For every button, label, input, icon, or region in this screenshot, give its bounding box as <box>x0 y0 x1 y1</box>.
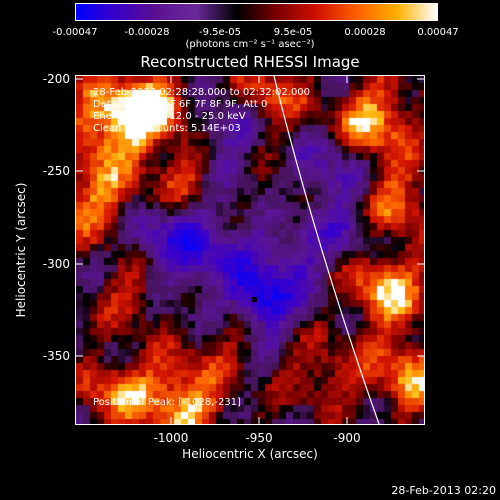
energy-range-text: Energy Range: 12.0 - 25.0 keV <box>93 111 246 122</box>
y-axis-label: Heliocentric Y (arcsec) <box>14 182 28 318</box>
colorbar-units: (photons cm⁻² s⁻¹ asec⁻²) <box>185 39 315 50</box>
peak-position-text: Position of Peak: [-1028,-231] <box>93 397 241 408</box>
colorbar-tick-label: -0.00028 <box>124 27 170 38</box>
rhessi-heatmap <box>76 76 424 424</box>
detectors-text: Detectors: 3F 5F 6F 7F 8F 9F, Att 0 <box>93 99 268 110</box>
rhessi-image-panel: 28-Feb-2013 02:28:28.000 to 02:32:02.000… <box>75 75 425 425</box>
image-title: Reconstructed RHESSI Image <box>140 53 360 71</box>
x-tick-label: -900 <box>333 431 360 445</box>
colorbar-tick-label: 0.00047 <box>417 27 459 38</box>
colorbar-tick-label: 9.5e-05 <box>273 27 313 38</box>
colorbar-gradient <box>75 3 438 21</box>
time-range-text: 28-Feb-2013 02:28:28.000 to 02:32:02.000 <box>93 87 311 98</box>
colorbar-tick-label: 0.00028 <box>344 27 386 38</box>
colorbar-ticks: -0.00047 -0.00028 -9.5e-05 9.5e-05 0.000… <box>0 0 500 38</box>
y-tick-label: -250 <box>43 164 70 178</box>
x-tick-label: -1000 <box>154 431 189 445</box>
solar-limb-line <box>273 76 380 424</box>
footer-timestamp: 28-Feb-2013 02:20 <box>391 484 496 497</box>
y-tick-label: -300 <box>43 257 70 271</box>
x-axis-label: Heliocentric X (arcsec) <box>182 447 318 461</box>
colorbar-tick-label: -9.5e-05 <box>199 27 241 38</box>
x-tick-label: -950 <box>245 431 272 445</box>
y-tick-label: -350 <box>43 349 70 363</box>
colorbar-tick-label: -0.00047 <box>52 27 98 38</box>
clean-counts-text: Clean Total counts: 5.14E+03 <box>93 123 241 134</box>
y-tick-label: -200 <box>43 72 70 86</box>
